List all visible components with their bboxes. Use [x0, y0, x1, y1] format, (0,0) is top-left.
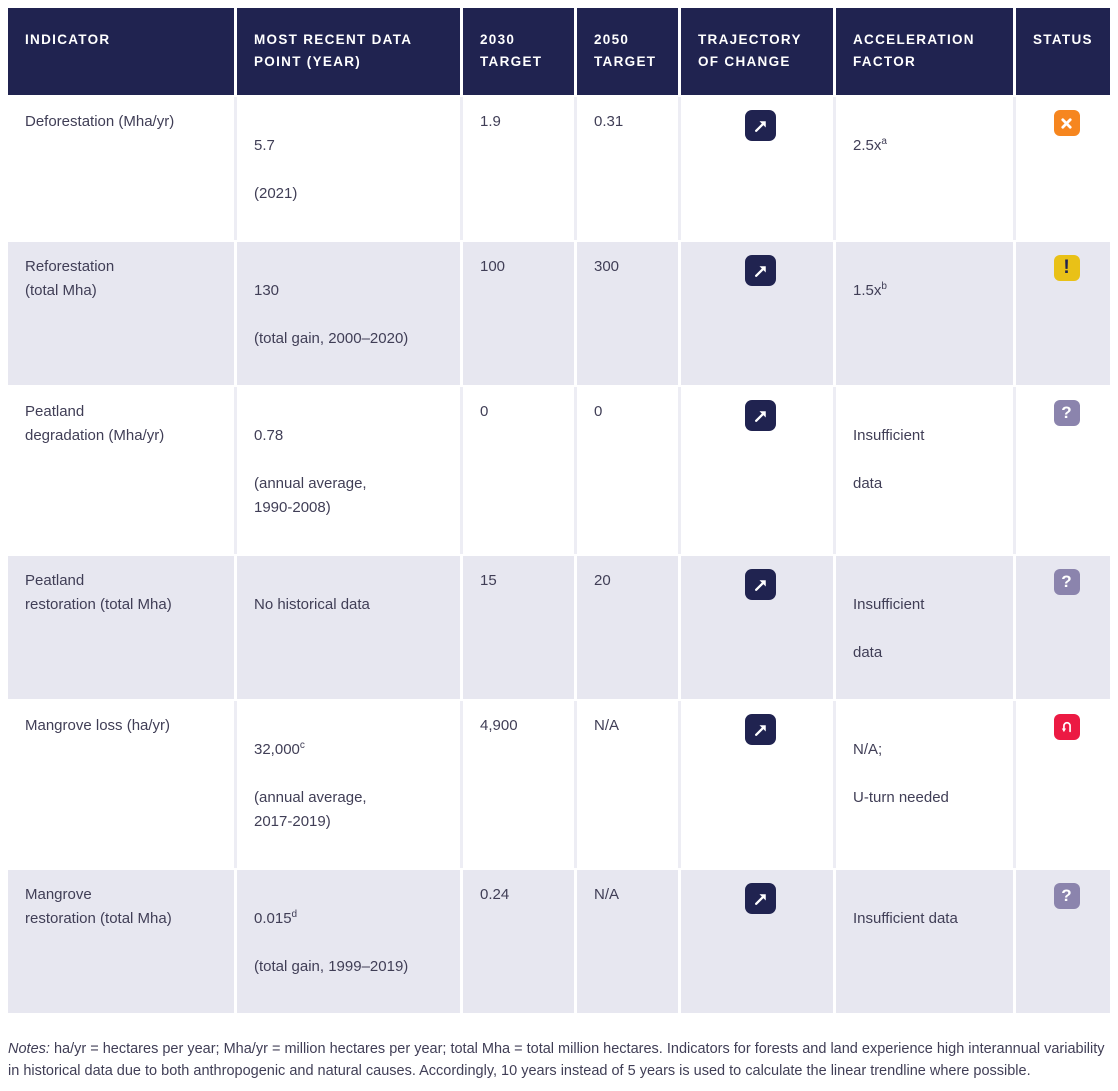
target-2030-cell: 100	[463, 242, 577, 385]
target-2050-cell: N/A	[577, 701, 681, 868]
trajectory-cell	[681, 387, 836, 554]
acceleration-cell: 1.5xb	[836, 242, 1016, 385]
recent-detail: (total gain, 1999–2019)	[254, 958, 409, 975]
indicator-cell: Reforestation (total Mha)	[8, 242, 237, 385]
status-off-track-icon	[1053, 110, 1080, 136]
acceleration-value: Insufficient data	[853, 910, 958, 927]
trajectory-cell	[681, 556, 836, 699]
status-cell: ?	[1016, 556, 1110, 699]
acceleration-cell: Insufficient data	[836, 387, 1016, 554]
column-header-status: Status	[1016, 8, 1110, 95]
table-header-row: Indicator Most recent data point (year) …	[8, 8, 1110, 95]
acceleration-value: 1.5xb	[853, 281, 887, 300]
target-2050-cell: 300	[577, 242, 681, 385]
recent-value: 0.78	[254, 427, 284, 444]
trend-up-icon	[745, 883, 776, 914]
column-header-acceleration: Acceleration Factor	[836, 8, 1016, 95]
status-insufficient-data-icon: ?	[1053, 883, 1080, 909]
recent-data-cell: 0.015d (total gain, 1999–2019)	[237, 870, 463, 1013]
acceleration-cell: Insufficient data	[836, 870, 1016, 1013]
trajectory-cell	[681, 701, 836, 868]
column-header-trajectory: Trajectory of change	[681, 8, 836, 95]
acceleration-detail: U-turn needed	[853, 789, 949, 806]
status-insufficient-data-icon: ?	[1053, 569, 1080, 595]
recent-data-cell: 5.7 (2021)	[237, 97, 463, 240]
recent-data-cell: 32,000c (annual average, 2017-2019)	[237, 701, 463, 868]
trend-up-icon	[745, 400, 776, 431]
status-cell	[1016, 97, 1110, 240]
trajectory-cell	[681, 870, 836, 1013]
recent-detail: (2021)	[254, 185, 298, 202]
indicator-cell: Peatland restoration (total Mha)	[8, 556, 237, 699]
column-header-most-recent: Most recent data point (year)	[237, 8, 463, 95]
trend-up-icon	[745, 110, 776, 141]
recent-detail: (annual average, 1990-2008)	[254, 475, 367, 516]
trend-up-icon	[745, 569, 776, 600]
table-row-deforestation: Deforestation (Mha/yr) 5.7 (2021) 1.9 0.…	[8, 97, 1110, 240]
status-cell: ?	[1016, 870, 1110, 1013]
status-u-turn-needed-icon	[1053, 714, 1080, 740]
recent-detail: (total gain, 2000–2020)	[254, 330, 409, 347]
acceleration-value: Insufficient	[853, 427, 925, 444]
table-notes: Notes: ha/yr = hectares per year; Mha/yr…	[8, 1039, 1110, 1083]
column-header-2030-target: 2030 Target	[463, 8, 577, 95]
target-2030-cell: 4,900	[463, 701, 577, 868]
trend-up-icon	[745, 255, 776, 286]
notes-text: ha/yr = hectares per year; Mha/yr = mill…	[8, 1041, 1105, 1079]
status-cell: !	[1016, 242, 1110, 385]
table-row-mangrove-restoration: Mangrove restoration (total Mha) 0.015d …	[8, 870, 1110, 1013]
recent-value: 130	[254, 282, 280, 299]
trajectory-cell	[681, 97, 836, 240]
indicator-cell: Deforestation (Mha/yr)	[8, 97, 237, 240]
recent-value: 0.015d	[254, 909, 298, 928]
indicator-cell: Peatland degradation (Mha/yr)	[8, 387, 237, 554]
target-2050-cell: 20	[577, 556, 681, 699]
column-header-2050-target: 2050 Target	[577, 8, 681, 95]
acceleration-cell: Insufficient data	[836, 556, 1016, 699]
notes-label: Notes:	[8, 1041, 50, 1057]
acceleration-detail: data	[853, 644, 883, 661]
trajectory-cell	[681, 242, 836, 385]
indicator-cell: Mangrove loss (ha/yr)	[8, 701, 237, 868]
acceleration-value: Insufficient	[853, 596, 925, 613]
table-row-reforestation: Reforestation (total Mha) 130 (total gai…	[8, 242, 1110, 385]
table-row-peatland-restoration: Peatland restoration (total Mha) No hist…	[8, 556, 1110, 699]
target-2030-cell: 1.9	[463, 97, 577, 240]
target-2030-cell: 0	[463, 387, 577, 554]
status-cell: ?	[1016, 387, 1110, 554]
recent-data-cell: No historical data	[237, 556, 463, 699]
acceleration-value: 2.5xa	[853, 136, 887, 155]
acceleration-cell: 2.5xa	[836, 97, 1016, 240]
target-2030-cell: 0.24	[463, 870, 577, 1013]
status-warning-icon: !	[1053, 255, 1080, 281]
status-insufficient-data-icon: ?	[1053, 400, 1080, 426]
recent-value: No historical data	[254, 596, 370, 613]
acceleration-detail: data	[853, 475, 883, 492]
recent-value: 32,000c	[254, 740, 305, 759]
acceleration-cell: N/A; U-turn needed	[836, 701, 1016, 868]
trend-up-icon	[745, 714, 776, 745]
table-row-peatland-degradation: Peatland degradation (Mha/yr) 0.78 (annu…	[8, 387, 1110, 554]
target-2030-cell: 15	[463, 556, 577, 699]
status-cell	[1016, 701, 1110, 868]
recent-data-cell: 0.78 (annual average, 1990-2008)	[237, 387, 463, 554]
recent-detail: (annual average, 2017-2019)	[254, 789, 367, 830]
recent-value: 5.7	[254, 137, 275, 154]
target-2050-cell: 0	[577, 387, 681, 554]
column-header-indicator: Indicator	[8, 8, 237, 95]
indicators-table: Indicator Most recent data point (year) …	[8, 8, 1110, 1013]
indicator-cell: Mangrove restoration (total Mha)	[8, 870, 237, 1013]
recent-data-cell: 130 (total gain, 2000–2020)	[237, 242, 463, 385]
target-2050-cell: N/A	[577, 870, 681, 1013]
table-row-mangrove-loss: Mangrove loss (ha/yr) 32,000c (annual av…	[8, 701, 1110, 868]
target-2050-cell: 0.31	[577, 97, 681, 240]
acceleration-value: N/A;	[853, 741, 883, 758]
